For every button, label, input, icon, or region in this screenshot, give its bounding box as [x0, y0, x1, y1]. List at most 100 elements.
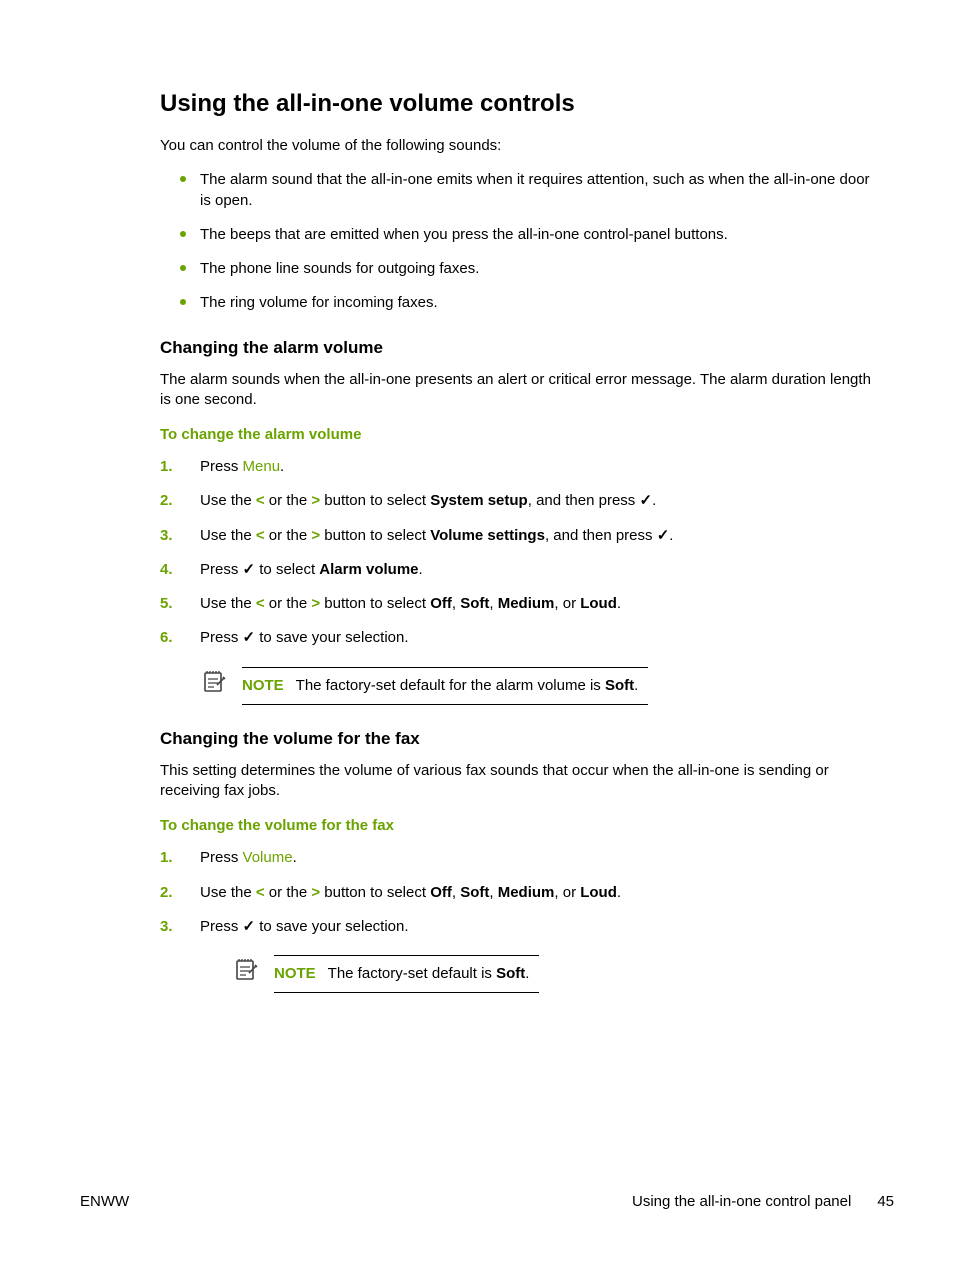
bold-target: System setup — [430, 492, 528, 509]
ui-reference: Volume — [243, 849, 293, 866]
step-text: Press — [200, 561, 243, 578]
step-text: , and then press — [545, 527, 657, 544]
step-text: button to select — [320, 492, 430, 509]
page-footer: ENWW Using the all-in-one control panel … — [80, 1193, 894, 1210]
footer-left: ENWW — [80, 1193, 129, 1210]
check-icon: ✓ — [243, 560, 256, 580]
greater-than-icon: > — [311, 884, 320, 901]
note-body: The factory-set default for the alarm vo… — [296, 677, 605, 694]
option-medium: Medium — [498, 884, 555, 901]
procedure-title: To change the volume for the fax — [160, 817, 874, 834]
step-text: Use the — [200, 884, 256, 901]
step-text: or the — [265, 527, 312, 544]
step-text: Press — [200, 849, 243, 866]
bold-target: Alarm volume — [319, 561, 418, 578]
option-medium: Medium — [498, 595, 555, 612]
step-text: , — [452, 595, 460, 612]
step-text: button to select — [320, 884, 430, 901]
check-icon: ✓ — [657, 526, 670, 546]
section-para: The alarm sounds when the all-in-one pre… — [160, 370, 874, 411]
greater-than-icon: > — [311, 595, 320, 612]
intro-para: You can control the volume of the follow… — [160, 136, 874, 156]
step-text: . — [419, 561, 423, 578]
note-block: NOTEThe factory-set default is Soft. — [232, 955, 874, 993]
step-text: button to select — [320, 527, 430, 544]
step: Press Volume. — [160, 848, 874, 868]
step-text: Press — [200, 629, 243, 646]
less-than-icon: < — [256, 595, 265, 612]
step-text: or the — [265, 492, 312, 509]
procedure-title: To change the alarm volume — [160, 426, 874, 443]
step-text: to save your selection. — [255, 629, 408, 646]
step: Press Menu. — [160, 457, 874, 477]
note-bold: Soft — [496, 965, 525, 982]
step-text: . — [617, 884, 621, 901]
step-text: Press — [200, 458, 243, 475]
step-text: , — [489, 884, 497, 901]
check-icon: ✓ — [243, 628, 256, 648]
step-text: , and then press — [528, 492, 640, 509]
step: Press ✓ to save your selection. — [160, 628, 874, 648]
step-text: Use the — [200, 527, 256, 544]
steps-alarm: Press Menu. Use the < or the > button to… — [160, 457, 874, 649]
note-icon — [200, 667, 228, 700]
note-body: The factory-set default is — [328, 965, 496, 982]
check-icon: ✓ — [639, 491, 652, 511]
option-loud: Loud — [580, 884, 617, 901]
ui-reference: Menu — [243, 458, 281, 475]
step-text: Use the — [200, 492, 256, 509]
option-off: Off — [430, 595, 452, 612]
note-body: . — [634, 677, 638, 694]
step: Use the < or the > button to select Off,… — [160, 594, 874, 614]
step-text: , — [452, 884, 460, 901]
less-than-icon: < — [256, 884, 265, 901]
page-number: 45 — [877, 1193, 894, 1210]
step-text: to select — [255, 561, 319, 578]
less-than-icon: < — [256, 492, 265, 509]
page-title: Using the all-in-one volume controls — [160, 90, 874, 118]
option-soft: Soft — [460, 595, 489, 612]
step-text: or the — [265, 884, 312, 901]
less-than-icon: < — [256, 527, 265, 544]
section-para: This setting determines the volume of va… — [160, 761, 874, 802]
page: Using the all-in-one volume controls You… — [0, 0, 954, 1270]
step: Press ✓ to select Alarm volume. — [160, 560, 874, 580]
note-icon — [232, 955, 260, 988]
step-text: button to select — [320, 595, 430, 612]
step-text: . — [293, 849, 297, 866]
steps-fax: Press Volume. Use the < or the > button … — [160, 848, 874, 937]
note-text: NOTEThe factory-set default is Soft. — [274, 955, 539, 993]
step: Press ✓ to save your selection. — [160, 917, 874, 937]
list-item: The beeps that are emitted when you pres… — [160, 225, 874, 245]
bold-target: Volume settings — [430, 527, 545, 544]
note-label: NOTE — [274, 965, 316, 982]
step-text: , or — [554, 884, 580, 901]
step: Use the < or the > button to select Off,… — [160, 883, 874, 903]
step-text: Use the — [200, 595, 256, 612]
list-item: The ring volume for incoming faxes. — [160, 293, 874, 313]
check-icon: ✓ — [243, 917, 256, 937]
option-soft: Soft — [460, 884, 489, 901]
note-text: NOTE The factory-set default for the alar… — [242, 667, 648, 705]
step-text: Press — [200, 918, 243, 935]
step-text: . — [652, 492, 656, 509]
option-loud: Loud — [580, 595, 617, 612]
note-block: NOTE The factory-set default for the alar… — [200, 667, 874, 705]
step-text: . — [669, 527, 673, 544]
list-item: The phone line sounds for outgoing faxes… — [160, 259, 874, 279]
option-off: Off — [430, 884, 452, 901]
step-text: to save your selection. — [255, 918, 408, 935]
step-text: . — [280, 458, 284, 475]
step-text: , — [489, 595, 497, 612]
step-text: . — [617, 595, 621, 612]
greater-than-icon: > — [311, 527, 320, 544]
step-text: or the — [265, 595, 312, 612]
note-label: NOTE — [242, 677, 284, 694]
section-heading-alarm: Changing the alarm volume — [160, 338, 874, 358]
step-text: , or — [554, 595, 580, 612]
bullet-list: The alarm sound that the all-in-one emit… — [160, 170, 874, 313]
list-item: The alarm sound that the all-in-one emit… — [160, 170, 874, 211]
step: Use the < or the > button to select Syst… — [160, 491, 874, 511]
section-heading-fax: Changing the volume for the fax — [160, 729, 874, 749]
greater-than-icon: > — [311, 492, 320, 509]
